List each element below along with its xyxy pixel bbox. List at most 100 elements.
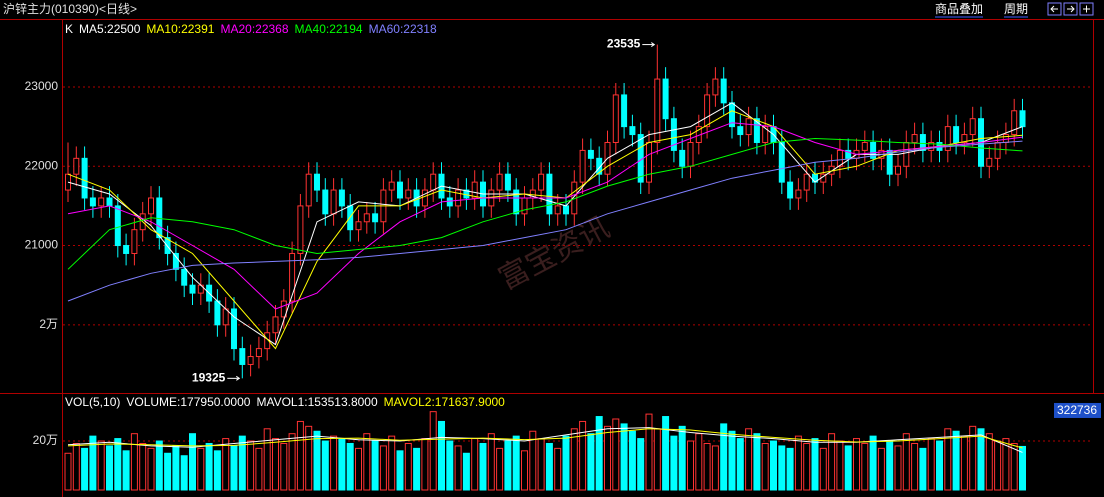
icon-left[interactable] [1047, 2, 1062, 16]
volume-bar [222, 438, 230, 491]
volume-bar [379, 445, 387, 491]
candle-body [612, 94, 619, 143]
volume-bar [662, 416, 670, 491]
volume-bar [487, 433, 495, 491]
volume-bar [844, 445, 852, 491]
volume-bar [338, 438, 346, 491]
candle-body [596, 157, 603, 175]
volume-bar [595, 416, 603, 491]
volume-bar [670, 435, 678, 491]
candle-body [1011, 110, 1018, 136]
volume-bar [579, 420, 587, 491]
candle-body [563, 205, 569, 215]
volume-bar [977, 428, 985, 491]
volume-bar [147, 447, 155, 491]
volume-bar [612, 418, 620, 491]
period-button[interactable]: 周期 [1004, 2, 1028, 16]
icon-zoom[interactable] [1079, 2, 1094, 16]
candle-body [372, 213, 379, 223]
volume-bar [1002, 438, 1010, 491]
y-tick-label: 2万 [39, 317, 58, 331]
volume-bar [828, 433, 836, 491]
volume-bar [247, 440, 255, 491]
volume-bar [944, 428, 952, 491]
icon-glyph [1067, 5, 1075, 13]
volume-bar [421, 438, 429, 491]
volume-bar [687, 440, 694, 491]
candle-body [338, 189, 345, 207]
candle-body [587, 149, 594, 159]
y-tick-label: 20万 [33, 433, 58, 447]
candle-body [189, 284, 196, 294]
candle-body [363, 213, 370, 223]
candle-body [994, 141, 1001, 159]
volume-bar [288, 433, 296, 491]
candle-body [886, 149, 893, 175]
candle-body [397, 181, 403, 199]
legend-entry: MA20:22368 [220, 22, 288, 36]
annotation-label: 19325 [192, 371, 226, 385]
candle-body [687, 141, 694, 167]
volume-bar [355, 447, 362, 491]
volume-bar [189, 433, 196, 491]
candle-body [579, 149, 586, 183]
volume-bar [927, 438, 935, 491]
candle-body [895, 165, 901, 175]
volume-bar [521, 450, 528, 491]
nav-icons [1047, 2, 1094, 16]
candle-body [355, 221, 362, 231]
candle-body [98, 197, 105, 207]
volume-bar [512, 435, 520, 491]
volume-bar [97, 440, 105, 491]
candle-body [89, 197, 96, 207]
legend-entry: VOLUME:177950.0000 [126, 395, 250, 409]
candle-body [446, 197, 453, 207]
candle-body [123, 245, 130, 254]
volume-bar [811, 438, 819, 491]
candle-body [222, 308, 229, 326]
candle-body [280, 300, 287, 318]
candle-body [455, 189, 462, 207]
candle-body [513, 189, 520, 215]
volume-bar [471, 438, 479, 491]
volume-bar [911, 442, 919, 491]
volume-bar [545, 442, 553, 491]
candle-body [172, 252, 179, 270]
candle-body [795, 189, 802, 199]
volume-bar [994, 440, 1002, 491]
ma-line [67, 102, 1023, 346]
volume-bar [496, 447, 504, 491]
volume-bar [205, 442, 213, 491]
candle-body [986, 157, 993, 167]
icon-glyph [1083, 5, 1090, 13]
candle-body [471, 181, 478, 199]
overlay-button[interactable]: 商品叠加 [935, 1, 983, 16]
icon-right[interactable] [1063, 2, 1078, 16]
volume-bar [280, 442, 288, 491]
y-tick-label: 23000 [25, 79, 59, 93]
volume-bar [1010, 442, 1018, 491]
volume-bar [64, 452, 72, 491]
title-bar [0, 0, 1104, 19]
volume-bar [960, 435, 968, 491]
volume-bar [761, 442, 769, 491]
volume-bar [263, 428, 271, 491]
candle-body [737, 126, 744, 136]
volume-bar [786, 447, 794, 491]
candle-body [430, 173, 437, 191]
volume-bar [653, 428, 661, 491]
candle-body [911, 134, 918, 143]
volume-bar [446, 440, 454, 491]
volume-bar [180, 455, 188, 491]
candle-body [903, 141, 910, 167]
candle-body [670, 118, 677, 151]
window-title: 沪锌主力(010390)<日线> [3, 2, 137, 16]
volume-bar [745, 428, 753, 491]
candle-body [305, 173, 312, 207]
volume-bar [529, 430, 537, 491]
volume-bar [711, 445, 719, 491]
volume-bar [155, 440, 163, 491]
volume-bar [720, 423, 728, 491]
legend-entry: MA5:22500 [79, 22, 141, 36]
